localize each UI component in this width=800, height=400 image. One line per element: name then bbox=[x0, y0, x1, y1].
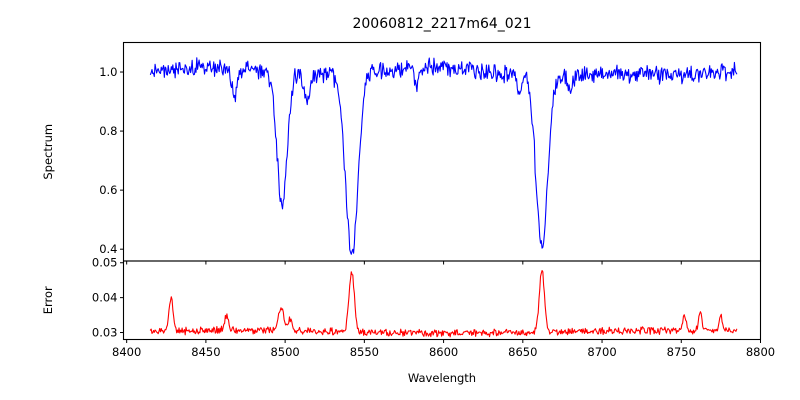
x-tick-label: 8500 bbox=[270, 345, 299, 359]
y-tick-label-spectrum: 0.4 bbox=[99, 242, 117, 256]
y-tick-label-spectrum: 0.8 bbox=[99, 124, 117, 138]
figure-title: 20060812_2217m64_021 bbox=[352, 16, 531, 32]
axis-ticks: 8400 8450 8500 8550 8600 8650 8700 8750 88000.40… bbox=[92, 65, 775, 359]
y-tick-label-spectrum: 0.6 bbox=[99, 183, 117, 197]
error-axes-frame bbox=[122, 260, 762, 341]
x-tick-label: 8650 bbox=[508, 345, 537, 359]
y-axis-label-spectrum: Spectrum bbox=[41, 124, 55, 180]
y-tick-label-spectrum: 1.0 bbox=[99, 65, 117, 79]
y-tick-label-error: 0.03 bbox=[92, 326, 118, 340]
error-line bbox=[149, 270, 738, 338]
x-tick-label: 8750 bbox=[667, 345, 696, 359]
x-tick-label: 8800 bbox=[746, 345, 775, 359]
spectrum-line bbox=[149, 57, 738, 255]
x-axis-label: Wavelength bbox=[408, 371, 476, 385]
x-tick-label: 8450 bbox=[191, 345, 220, 359]
y-tick-label-error: 0.04 bbox=[92, 291, 118, 305]
spectrum-plot-area bbox=[149, 57, 738, 255]
spectrum-axes-frame bbox=[122, 41, 762, 262]
y-axis-label-error: Error bbox=[41, 286, 55, 314]
x-tick-label: 8550 bbox=[350, 345, 379, 359]
x-tick-label: 8400 bbox=[112, 345, 141, 359]
x-tick-label: 8700 bbox=[587, 345, 616, 359]
x-tick-label: 8600 bbox=[429, 345, 458, 359]
axes-frames bbox=[122, 41, 762, 341]
error-plot-area bbox=[149, 270, 738, 338]
y-tick-label-error: 0.05 bbox=[92, 256, 118, 270]
axis-labels: 20060812_2217m64_021 Wavelength Spectrum Er… bbox=[41, 16, 532, 385]
